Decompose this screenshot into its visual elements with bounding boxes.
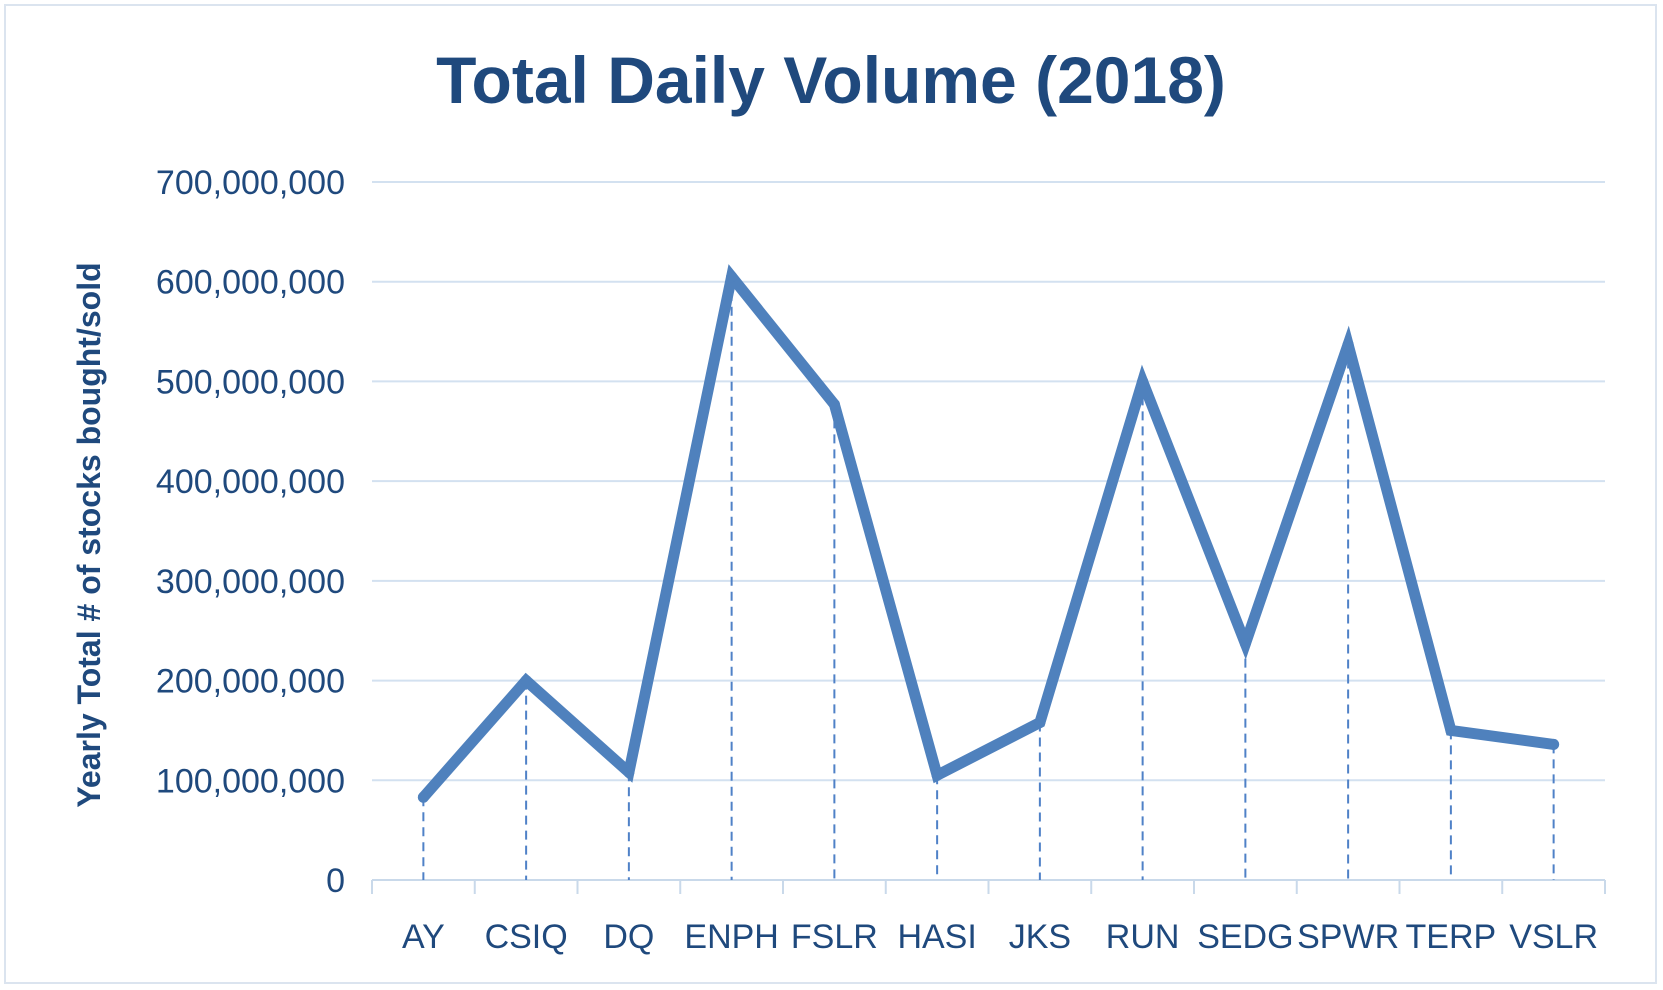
data-point [520, 675, 532, 687]
y-tick-labels: 0 100,000,000 200,000,000 300,000,000 400,00… [156, 164, 345, 900]
x-tick-label: SEDG [1197, 918, 1293, 956]
y-tick-label: 600,000,000 [156, 264, 345, 302]
data-point [828, 398, 840, 410]
x-tick-label: HASI [897, 918, 976, 956]
y-tick-label: 100,000,000 [156, 762, 345, 800]
data-point [1239, 638, 1251, 650]
data-point [1342, 339, 1354, 351]
data-point [1034, 716, 1046, 728]
x-tick-label: AY [402, 918, 445, 956]
x-axis [371, 879, 1606, 894]
x-tick-label: SPWR [1297, 918, 1399, 956]
series-line [417, 264, 1560, 803]
x-tick-label: TERP [1406, 918, 1497, 956]
y-tick-label: 0 [326, 862, 345, 900]
y-tick-label: 400,000,000 [156, 463, 345, 501]
y-axis-label: Yearly Total # of stocks bought/sold [71, 262, 107, 807]
y-tick-label: 200,000,000 [156, 663, 345, 701]
x-tick-label: FSLR [791, 918, 878, 956]
data-point [1548, 738, 1560, 750]
drop-lines [422, 276, 1555, 880]
chart-title: Total Daily Volume (2018) [436, 43, 1226, 117]
x-tick-labels: AY CSIQ DQ ENPH FSLR HASI JKS RUN SEDG SPWR TERP VS… [402, 918, 1598, 956]
data-point [417, 791, 429, 803]
x-tick-label: DQ [603, 918, 654, 956]
data-point [726, 271, 738, 283]
y-tick-label: 500,000,000 [156, 363, 345, 401]
y-tick-label: 300,000,000 [156, 563, 345, 601]
data-point [623, 766, 635, 778]
data-point [931, 769, 943, 781]
data-point [1445, 724, 1457, 736]
x-tick-label: VSLR [1509, 918, 1598, 956]
chart-frame [4, 4, 1657, 984]
x-tick-label: JKS [1009, 918, 1071, 956]
series-layer [417, 264, 1560, 803]
data-point [1137, 375, 1149, 387]
x-tick-label: RUN [1106, 918, 1180, 956]
x-tick-label: ENPH [684, 918, 778, 956]
gridlines [372, 181, 1605, 782]
x-tick-label: CSIQ [485, 918, 568, 956]
y-tick-label: 700,000,000 [156, 164, 345, 202]
